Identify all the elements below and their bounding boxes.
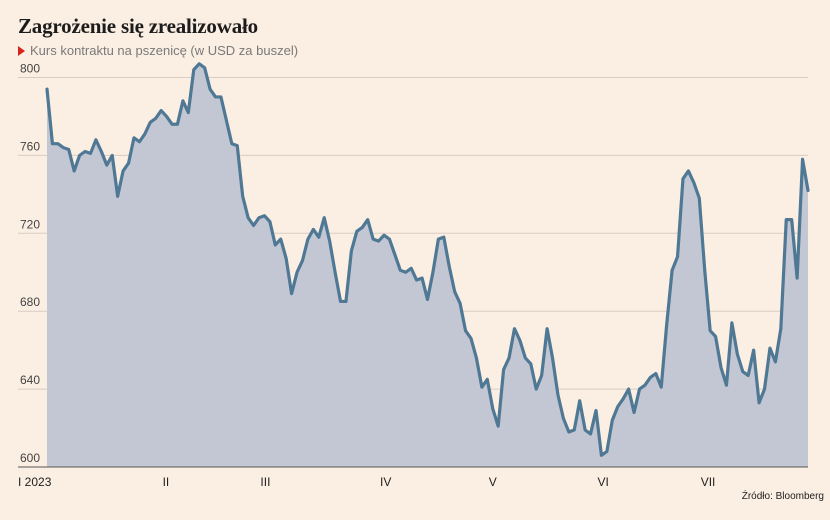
x-tick-label: V	[489, 475, 497, 489]
subtitle-text: Kurs kontraktu na pszenicę (w USD za bus…	[30, 43, 299, 58]
series-line	[45, 62, 810, 457]
y-tick-label: 680	[20, 295, 40, 309]
y-tick-label: 800	[20, 61, 40, 75]
source-note: Źródło: Bloomberg	[741, 491, 824, 502]
subtitle-marker-icon	[18, 46, 25, 56]
x-tick-label: I 2023	[18, 475, 52, 489]
y-tick-label: 640	[20, 373, 40, 387]
x-tick-label: III	[260, 475, 270, 489]
x-tick-label: VII	[701, 475, 716, 489]
series-area	[47, 63, 808, 468]
x-tick-label: IV	[380, 475, 391, 489]
chart-subtitle: Kurs kontraktu na pszenicę (w USD za bus…	[18, 43, 298, 58]
x-tick-label: VI	[597, 475, 608, 489]
y-tick-label: 600	[20, 451, 40, 465]
y-tick-label: 760	[20, 139, 40, 153]
y-tick-label: 720	[20, 217, 40, 231]
x-tick-label: II	[163, 475, 170, 489]
chart-title: Zagrożenie się zrealizowało	[18, 14, 258, 38]
